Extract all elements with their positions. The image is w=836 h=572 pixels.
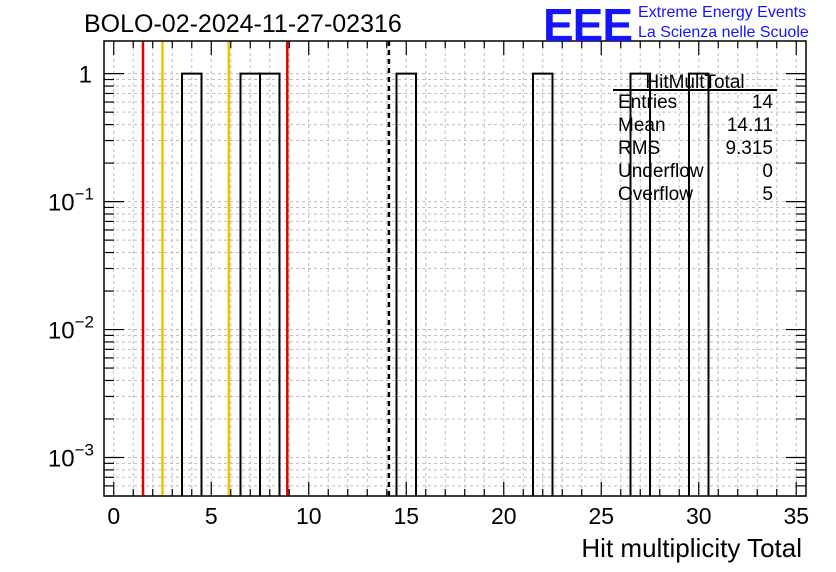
x-tick-label: 20 [491,503,517,529]
y-tick-label: 10−2 [48,313,94,345]
histogram-bin [259,72,281,496]
x-tick-label: 5 [205,503,218,529]
stats-box: HitMultTotal Entries 14 Mean 14.11 RMS 9… [613,72,777,208]
x-tick-label: 15 [393,503,419,529]
plot-title: BOLO-02-2024-11-27-02316 [84,10,402,38]
stats-label: Entries [618,92,678,113]
stats-title: HitMultTotal [645,72,745,93]
histogram-bin [395,72,417,496]
histogram-bin [532,72,554,496]
x-tick-label: 0 [107,503,120,529]
stats-label: Mean [618,115,666,136]
stats-value: 0 [762,161,773,182]
stats-value: 5 [762,184,773,205]
logo-line-2: La Scienza nelle Scuole [638,24,809,41]
stats-row-entries: Entries 14 [618,92,773,115]
stats-label: Overflow [618,184,693,205]
x-tick-label: 25 [588,503,614,529]
x-tick-label: 10 [296,503,322,529]
stats-row-mean: Mean 14.11 [618,115,773,138]
eee-logo-mark: EEE [543,0,633,51]
logo-line-1: Extreme Energy Events [638,4,807,21]
eee-logo: EEE Extreme Energy Events La Scienza nel… [543,0,833,51]
stats-label: Underflow [618,161,704,182]
y-tick-label: 10−3 [48,440,94,472]
stats-value: 9.315 [725,138,773,159]
stats-value: 14.11 [726,115,773,136]
stats-row-underflow: Underflow 0 [618,161,773,184]
stats-value: 14 [751,92,773,113]
x-tick-label: 30 [686,503,712,529]
y-tick-label: 10−1 [48,185,94,217]
stats-title-rule [613,89,777,91]
y-tick-label: 1 [79,62,92,89]
stats-row-overflow: Overflow 5 [618,184,773,207]
x-tick-label: 35 [783,503,809,529]
stats-row-rms: RMS 9.315 [618,138,773,161]
histogram-bin [181,72,203,496]
histogram-bin [629,72,651,496]
x-axis-title: Hit multiplicity Total [581,533,802,563]
histogram-bin [688,72,710,496]
stats-label: RMS [618,138,661,159]
